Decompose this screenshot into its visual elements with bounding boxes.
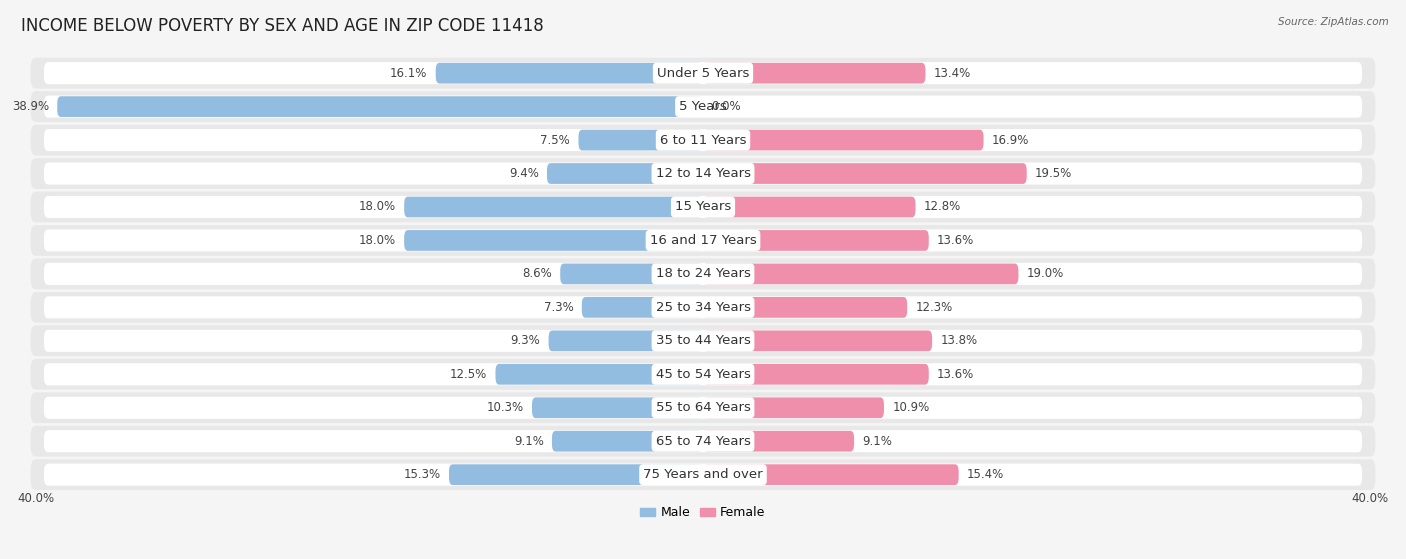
FancyBboxPatch shape [31, 125, 1375, 155]
FancyBboxPatch shape [44, 463, 1362, 486]
Text: 35 to 44 Years: 35 to 44 Years [655, 334, 751, 347]
Text: 18.0%: 18.0% [359, 234, 396, 247]
FancyBboxPatch shape [703, 130, 984, 150]
FancyBboxPatch shape [531, 397, 703, 418]
Text: 12.5%: 12.5% [450, 368, 488, 381]
Text: 9.3%: 9.3% [510, 334, 540, 347]
Text: 75 Years and over: 75 Years and over [643, 468, 763, 481]
FancyBboxPatch shape [44, 129, 1362, 151]
FancyBboxPatch shape [44, 363, 1362, 385]
FancyBboxPatch shape [582, 297, 703, 318]
FancyBboxPatch shape [31, 426, 1375, 457]
FancyBboxPatch shape [703, 364, 929, 385]
FancyBboxPatch shape [578, 130, 703, 150]
Text: INCOME BELOW POVERTY BY SEX AND AGE IN ZIP CODE 11418: INCOME BELOW POVERTY BY SEX AND AGE IN Z… [21, 17, 544, 35]
FancyBboxPatch shape [44, 263, 1362, 285]
Text: 7.5%: 7.5% [540, 134, 571, 146]
Text: 65 to 74 Years: 65 to 74 Years [655, 435, 751, 448]
FancyBboxPatch shape [31, 325, 1375, 356]
FancyBboxPatch shape [495, 364, 703, 385]
Text: 15.3%: 15.3% [404, 468, 440, 481]
FancyBboxPatch shape [449, 465, 703, 485]
Text: 9.1%: 9.1% [513, 435, 544, 448]
Text: 25 to 34 Years: 25 to 34 Years [655, 301, 751, 314]
Text: 16 and 17 Years: 16 and 17 Years [650, 234, 756, 247]
Text: 12 to 14 Years: 12 to 14 Years [655, 167, 751, 180]
FancyBboxPatch shape [31, 459, 1375, 490]
FancyBboxPatch shape [58, 96, 703, 117]
Text: 0.0%: 0.0% [711, 100, 741, 113]
FancyBboxPatch shape [547, 163, 703, 184]
Text: 6 to 11 Years: 6 to 11 Years [659, 134, 747, 146]
FancyBboxPatch shape [553, 431, 703, 452]
FancyBboxPatch shape [44, 96, 1362, 117]
FancyBboxPatch shape [31, 192, 1375, 222]
Text: 55 to 64 Years: 55 to 64 Years [655, 401, 751, 414]
FancyBboxPatch shape [31, 225, 1375, 256]
FancyBboxPatch shape [436, 63, 703, 83]
Text: 16.9%: 16.9% [991, 134, 1029, 146]
Text: 40.0%: 40.0% [1351, 492, 1389, 505]
FancyBboxPatch shape [31, 292, 1375, 323]
FancyBboxPatch shape [31, 359, 1375, 390]
FancyBboxPatch shape [44, 229, 1362, 252]
FancyBboxPatch shape [703, 397, 884, 418]
FancyBboxPatch shape [548, 330, 703, 351]
Text: 15 Years: 15 Years [675, 201, 731, 214]
FancyBboxPatch shape [44, 296, 1362, 319]
FancyBboxPatch shape [703, 163, 1026, 184]
FancyBboxPatch shape [44, 62, 1362, 84]
Text: 12.3%: 12.3% [915, 301, 953, 314]
Text: 13.8%: 13.8% [941, 334, 977, 347]
FancyBboxPatch shape [31, 91, 1375, 122]
Text: 15.4%: 15.4% [967, 468, 1004, 481]
FancyBboxPatch shape [703, 230, 929, 251]
FancyBboxPatch shape [703, 263, 1018, 285]
Text: 5 Years: 5 Years [679, 100, 727, 113]
Text: 16.1%: 16.1% [389, 67, 427, 80]
FancyBboxPatch shape [44, 196, 1362, 218]
Text: 19.0%: 19.0% [1026, 267, 1064, 281]
FancyBboxPatch shape [31, 58, 1375, 88]
FancyBboxPatch shape [31, 392, 1375, 423]
FancyBboxPatch shape [703, 330, 932, 351]
Text: 40.0%: 40.0% [17, 492, 55, 505]
Text: 13.6%: 13.6% [936, 234, 974, 247]
FancyBboxPatch shape [703, 63, 925, 83]
Text: 10.9%: 10.9% [893, 401, 929, 414]
Legend: Male, Female: Male, Female [636, 501, 770, 524]
Text: 13.4%: 13.4% [934, 67, 972, 80]
FancyBboxPatch shape [560, 263, 703, 285]
Text: 7.3%: 7.3% [544, 301, 574, 314]
FancyBboxPatch shape [703, 465, 959, 485]
FancyBboxPatch shape [44, 330, 1362, 352]
FancyBboxPatch shape [44, 397, 1362, 419]
FancyBboxPatch shape [703, 297, 907, 318]
Text: 12.8%: 12.8% [924, 201, 962, 214]
Text: 18.0%: 18.0% [359, 201, 396, 214]
FancyBboxPatch shape [44, 430, 1362, 452]
Text: 45 to 54 Years: 45 to 54 Years [655, 368, 751, 381]
FancyBboxPatch shape [31, 158, 1375, 189]
FancyBboxPatch shape [44, 163, 1362, 184]
FancyBboxPatch shape [404, 197, 703, 217]
FancyBboxPatch shape [703, 431, 853, 452]
Text: 8.6%: 8.6% [522, 267, 553, 281]
FancyBboxPatch shape [404, 230, 703, 251]
Text: 13.6%: 13.6% [936, 368, 974, 381]
Text: 9.4%: 9.4% [509, 167, 538, 180]
Text: 10.3%: 10.3% [486, 401, 523, 414]
Text: 9.1%: 9.1% [862, 435, 893, 448]
Text: 38.9%: 38.9% [11, 100, 49, 113]
Text: Source: ZipAtlas.com: Source: ZipAtlas.com [1278, 17, 1389, 27]
Text: 18 to 24 Years: 18 to 24 Years [655, 267, 751, 281]
Text: Under 5 Years: Under 5 Years [657, 67, 749, 80]
FancyBboxPatch shape [703, 197, 915, 217]
Text: 19.5%: 19.5% [1035, 167, 1073, 180]
FancyBboxPatch shape [31, 258, 1375, 290]
